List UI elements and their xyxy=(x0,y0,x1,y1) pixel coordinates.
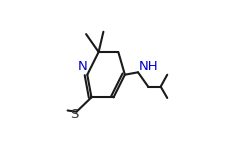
Text: S: S xyxy=(70,108,79,121)
Text: NH: NH xyxy=(138,60,158,73)
Text: N: N xyxy=(78,60,88,73)
